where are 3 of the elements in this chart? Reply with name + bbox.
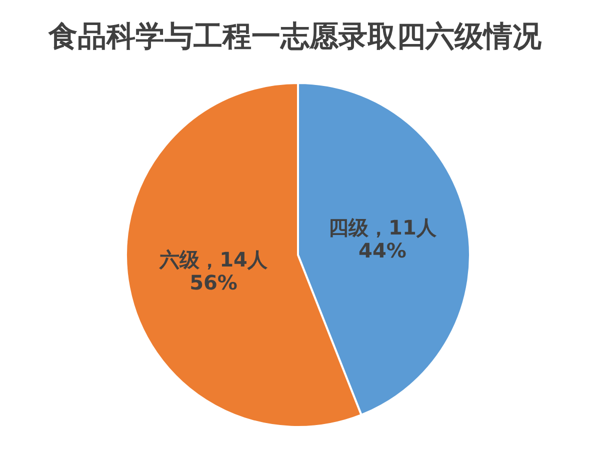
slice-label: 四级，11人 44% xyxy=(328,215,438,262)
slice-label: 六级，14人 56% xyxy=(158,248,268,295)
chart-title: 食品科学与工程一志愿录取四六级情况 xyxy=(48,19,542,53)
